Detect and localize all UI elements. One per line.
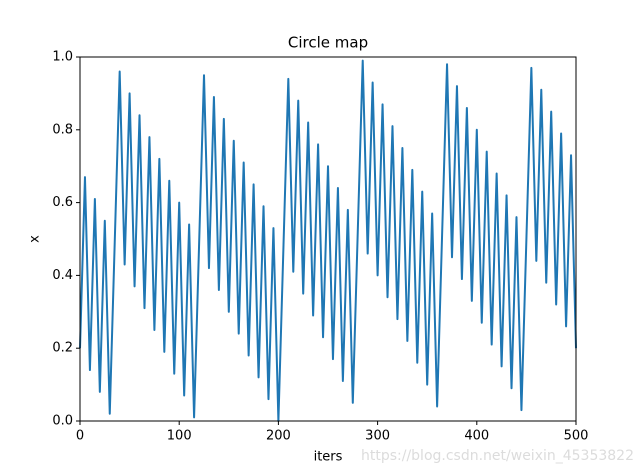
- y-tick-label: 0.8: [52, 122, 73, 137]
- y-tick-label: 0.6: [52, 195, 73, 210]
- x-tick-label: 500: [564, 429, 589, 444]
- plot-frame: [79, 56, 577, 422]
- watermark: https://blog.csdn.net/weixin_45353822: [361, 448, 634, 464]
- x-tick-label: 0: [76, 429, 84, 444]
- y-tick-label: 0.2: [52, 341, 73, 356]
- y-tick-label: 1.0: [52, 50, 73, 65]
- x-tick-label: 200: [266, 429, 291, 444]
- x-tick-label: 100: [167, 429, 192, 444]
- data-line: [79, 59, 577, 422]
- y-tick-label: 0.0: [52, 414, 73, 429]
- x-axis-label: iters: [314, 450, 343, 465]
- chart-title: Circle map: [288, 34, 368, 52]
- x-tick-label: 400: [464, 429, 489, 444]
- x-tick-label: 300: [365, 429, 390, 444]
- y-tick-label: 0.4: [52, 268, 73, 283]
- y-axis-label: x: [28, 235, 43, 243]
